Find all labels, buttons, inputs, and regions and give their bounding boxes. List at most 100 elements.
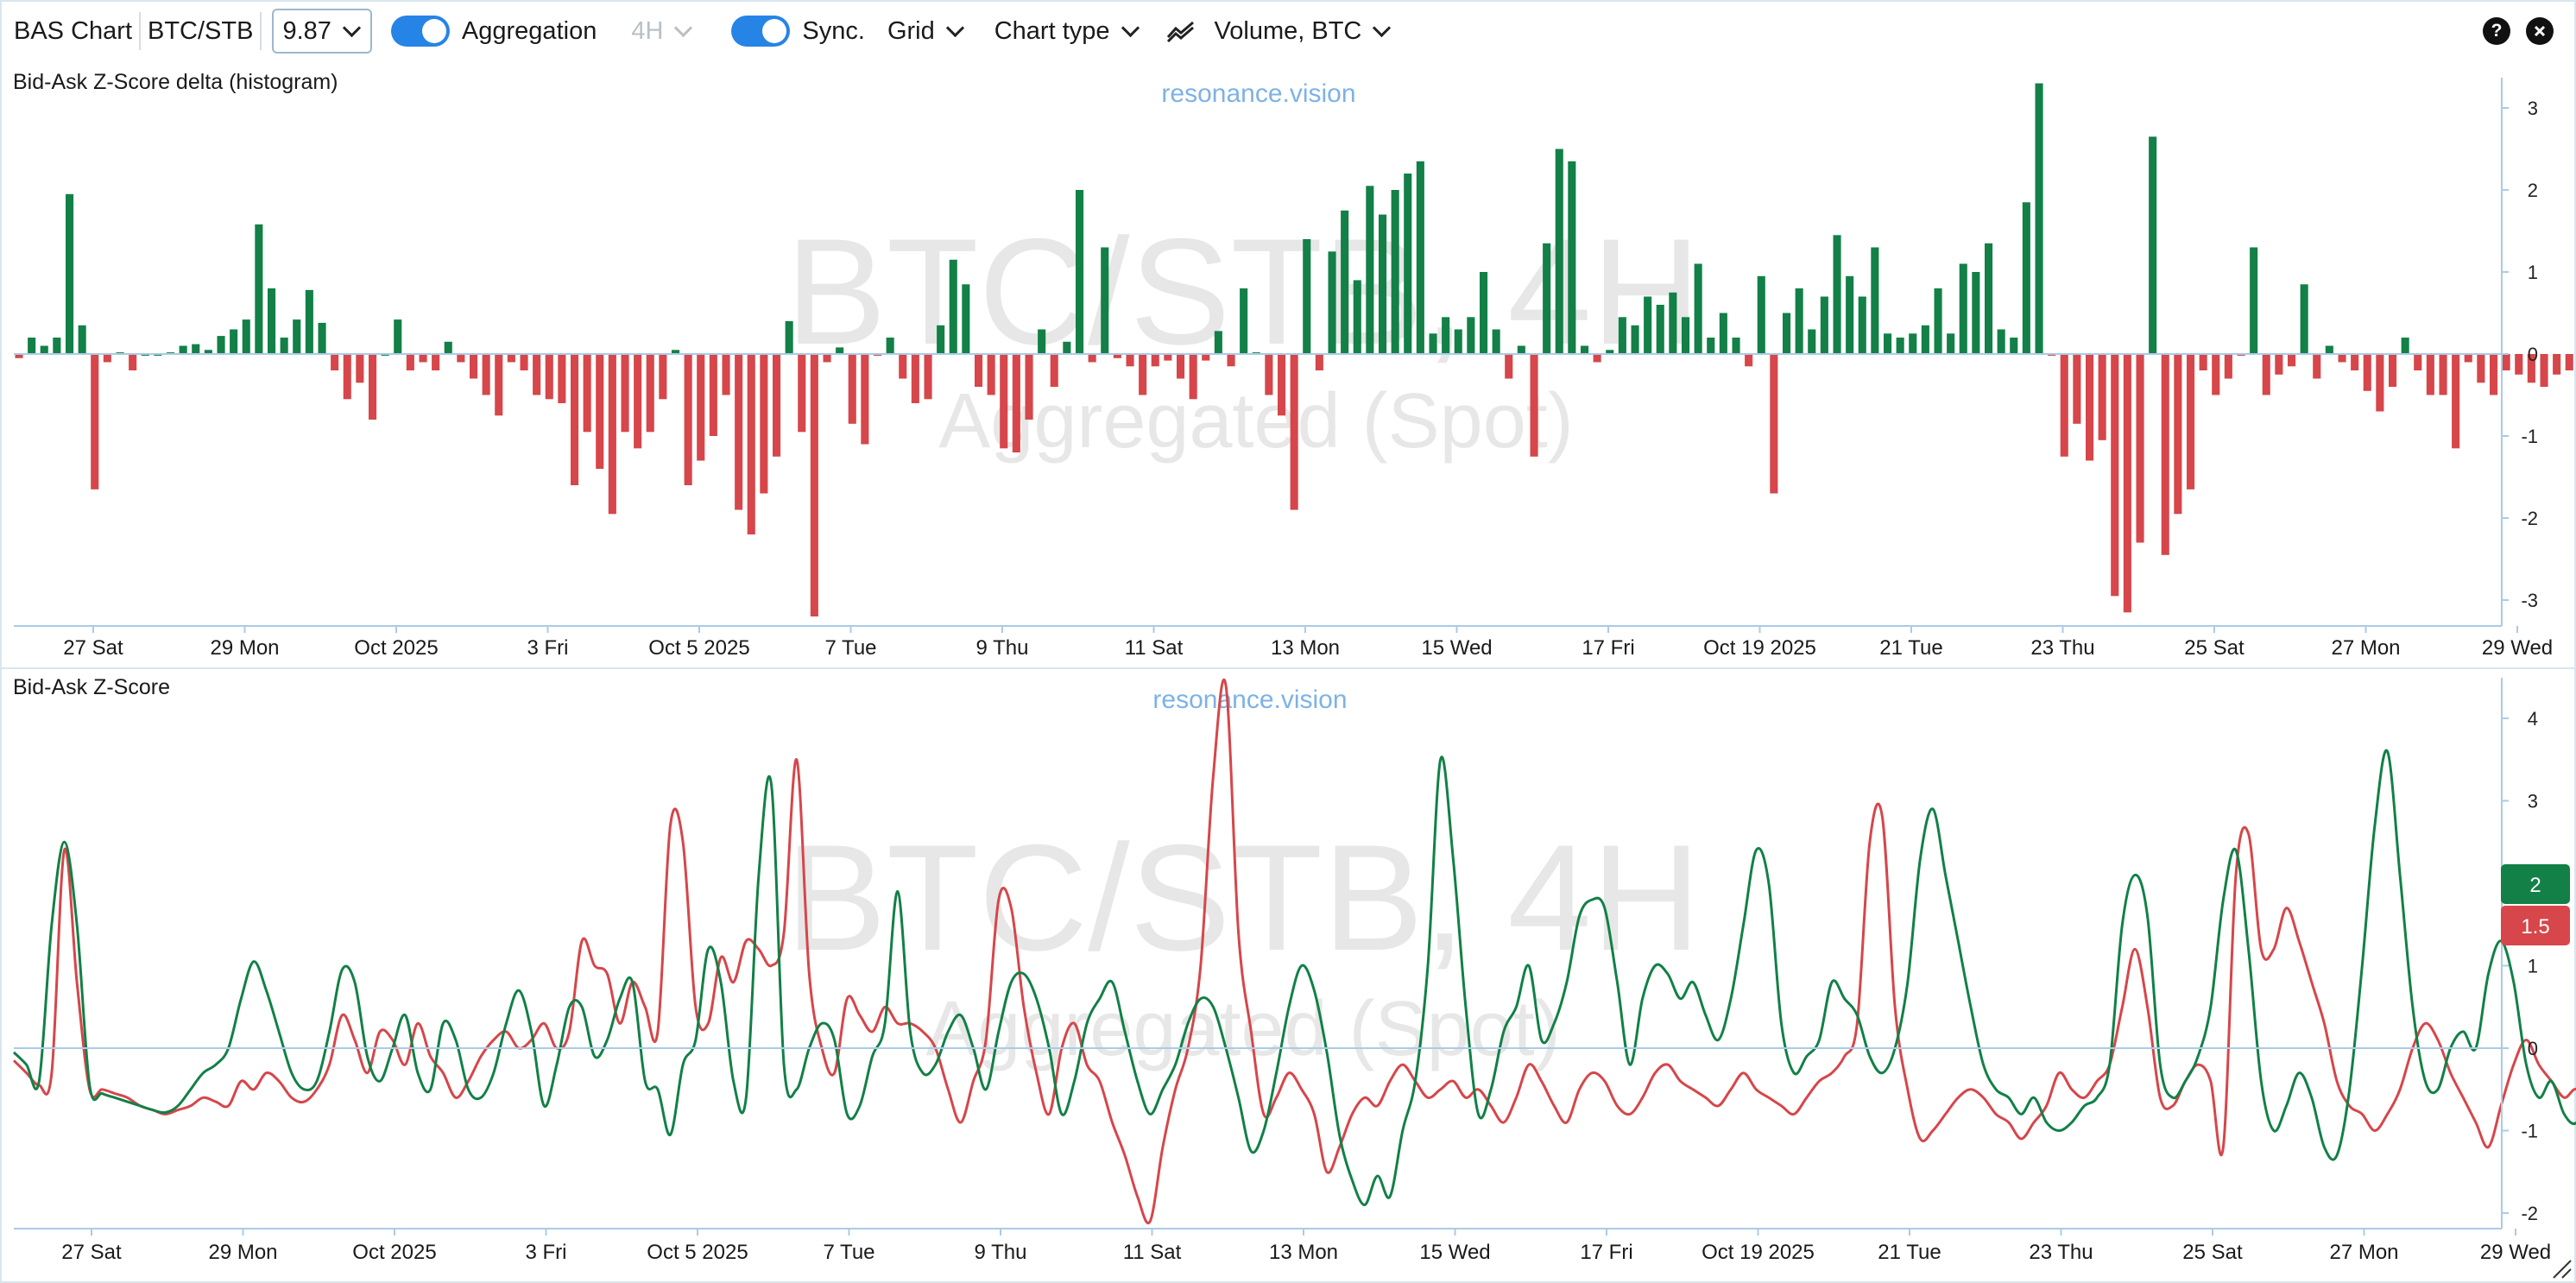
histogram-bar [1909, 333, 1917, 355]
histogram-bar [533, 354, 541, 395]
watermark-site[interactable]: resonance.vision [1152, 686, 1347, 714]
watermark-market: Aggregated (Spot) [938, 378, 1573, 465]
histogram-bar [1732, 338, 1740, 354]
histogram-bar [924, 354, 932, 400]
histogram-bar [608, 354, 616, 515]
histogram-bar [962, 284, 970, 355]
green-last-value-text: 2 [2529, 874, 2541, 897]
histogram-bar [773, 354, 781, 457]
histogram-bar [1353, 280, 1361, 354]
histogram-bar [1757, 275, 1765, 355]
histogram-bar [2010, 338, 2018, 354]
volume-label: Volume, BTC [1214, 16, 1362, 45]
histogram-bar [192, 344, 200, 354]
histogram-bar [1151, 354, 1159, 367]
x-tick-label: 27 Sat [61, 1241, 122, 1264]
histogram-bar [1884, 333, 1892, 355]
x-tick-label: Oct 5 2025 [648, 636, 749, 660]
histogram-bar [2363, 354, 2371, 391]
toggle-switch[interactable] [731, 16, 791, 47]
histogram-bar [1265, 354, 1273, 395]
sync-toggle[interactable]: Sync. [731, 0, 865, 62]
histogram-bar [1846, 275, 1854, 355]
histogram-bar [1985, 243, 1993, 355]
histogram-bar [949, 259, 957, 355]
y-tick-label: -2 [2521, 508, 2538, 529]
histogram-bar [1012, 354, 1020, 452]
grid-menu[interactable]: Grid [887, 0, 964, 62]
x-tick-label: 17 Fri [1580, 1241, 1632, 1264]
histogram-bar [1505, 354, 1513, 379]
histogram-bar [545, 354, 553, 400]
histogram-bar [1934, 288, 1942, 354]
volume-menu[interactable]: Volume, BTC [1166, 0, 1392, 62]
histogram-bar [1240, 288, 1248, 354]
histogram-bar [2161, 354, 2169, 555]
histogram-bar [2073, 354, 2081, 424]
sync-label: Sync. [802, 16, 865, 45]
x-tick-label: 3 Fri [526, 1241, 567, 1264]
y-tick-label: -1 [2521, 1121, 2538, 1142]
histogram-bar [217, 336, 225, 354]
histogram-bar [2060, 354, 2068, 457]
histogram-bar [369, 354, 377, 420]
grid-label: Grid [887, 16, 935, 45]
resize-handle-icon[interactable] [2553, 1260, 2572, 1279]
x-tick-label: 29 Mon [208, 1241, 277, 1264]
histogram-bar [2250, 247, 2258, 354]
histogram-bar [621, 354, 629, 433]
histogram-bar [2187, 354, 2195, 490]
x-tick-label: 27 Mon [2329, 1241, 2398, 1264]
histogram-bar [1745, 354, 1753, 367]
chart-type-menu[interactable]: Chart type [994, 0, 1140, 62]
histogram-bar [2035, 83, 2043, 354]
help-icon[interactable]: ? [2483, 17, 2510, 45]
x-tick-label: 13 Mon [1271, 636, 1340, 660]
histogram-bar [1076, 190, 1084, 354]
histogram-bar [2199, 354, 2207, 370]
close-icon[interactable] [2526, 17, 2554, 45]
histogram-bar [1682, 317, 1690, 355]
histogram-bar [507, 354, 515, 363]
histogram-bar [15, 354, 23, 358]
histogram-bar [2527, 354, 2535, 383]
histogram-bar [1517, 345, 1525, 354]
pair-label[interactable]: BTC/STB [148, 16, 254, 45]
histogram-bar [1139, 354, 1147, 395]
x-tick-label: 11 Sat [1125, 636, 1184, 660]
toggle-switch[interactable] [390, 16, 450, 47]
histogram-bar [709, 354, 717, 436]
watermark-site[interactable]: resonance.vision [1161, 79, 1355, 108]
histogram-bar [1669, 292, 1677, 355]
histogram-bar [1189, 354, 1197, 400]
histogram-bar [1783, 313, 1791, 354]
histogram-panel[interactable]: BTC/STB, 4H Aggregated (Spot) resonance.… [13, 70, 2576, 660]
histogram-bar [280, 338, 288, 354]
histogram-bar [2565, 354, 2573, 370]
timeframe-select[interactable]: 4H [631, 0, 693, 62]
y-tick-label: 1 [2528, 262, 2538, 283]
x-tick-label: 29 Wed [2480, 1241, 2551, 1264]
aggregation-toggle[interactable]: Aggregation [390, 0, 597, 62]
histogram-bar [785, 321, 793, 354]
histogram-bar [937, 325, 945, 355]
histogram-bar [1833, 235, 1841, 355]
histogram-bar [482, 354, 490, 395]
histogram-bar [1341, 210, 1349, 355]
histogram-bar [28, 338, 36, 354]
histogram-bar [836, 347, 844, 354]
histogram-bar [760, 354, 768, 494]
histogram-bar [1492, 329, 1500, 354]
x-tick-label: 9 Thu [976, 636, 1029, 660]
x-tick-label: Oct 5 2025 [647, 1241, 748, 1264]
histogram-bar [1997, 329, 2005, 354]
histogram-bar [1038, 329, 1046, 354]
histogram-bar [268, 288, 276, 354]
histogram-bar [1467, 317, 1475, 355]
value-select[interactable]: 9.87 [272, 9, 372, 54]
histogram-bar [2275, 354, 2283, 375]
zscore-panel[interactable]: BTC/STB, 4H Aggregated (Spot) resonance.… [12, 675, 2576, 1279]
histogram-bar [1543, 243, 1551, 355]
